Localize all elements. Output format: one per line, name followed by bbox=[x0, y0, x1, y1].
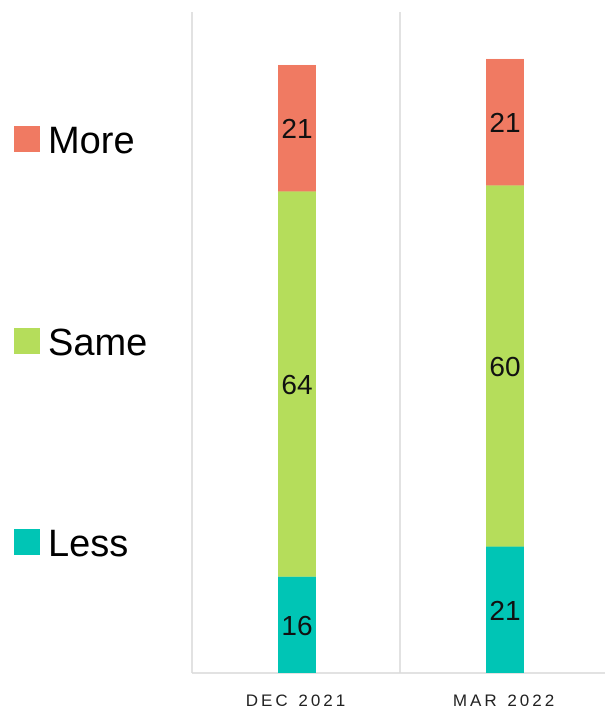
x-tick-label-mar-2022: MAR 2022 bbox=[453, 691, 557, 710]
bar-more-mar-2022 bbox=[486, 58, 524, 186]
data-label-same-dec-2021: 64 bbox=[281, 369, 312, 400]
data-label-more-dec-2021: 21 bbox=[281, 113, 312, 144]
data-label-less-mar-2022: 21 bbox=[489, 595, 520, 626]
legend-swatch-same bbox=[14, 328, 40, 354]
legend-label-less: Less bbox=[48, 523, 128, 565]
bar-more-dec-2021 bbox=[278, 64, 316, 192]
legend-label-more: More bbox=[48, 120, 135, 162]
bar-less-dec-2021 bbox=[278, 576, 316, 673]
legend-swatch-less bbox=[14, 529, 40, 555]
data-label-same-mar-2022: 60 bbox=[489, 351, 520, 382]
legend-item-less: Less bbox=[14, 523, 128, 565]
category-gridlines bbox=[191, 12, 401, 673]
legend-item-more: More bbox=[14, 120, 135, 162]
bar-same-mar-2022 bbox=[486, 185, 524, 547]
bar-less-mar-2022 bbox=[486, 546, 524, 673]
bar-same-dec-2021 bbox=[278, 191, 316, 577]
legend-swatch-more bbox=[14, 126, 40, 152]
chart-legend: More Same Less bbox=[14, 120, 147, 565]
legend-label-same: Same bbox=[48, 322, 147, 364]
data-labels-layer: 16 64 21 21 60 21 bbox=[281, 107, 520, 641]
bars-layer bbox=[278, 58, 524, 673]
x-tick-label-dec-2021: DEC 2021 bbox=[246, 691, 348, 710]
data-label-less-dec-2021: 16 bbox=[281, 610, 312, 641]
legend-item-same: Same bbox=[14, 322, 147, 364]
x-axis-tick-labels: DEC 2021 MAR 2022 bbox=[246, 691, 557, 710]
data-label-more-mar-2022: 21 bbox=[489, 107, 520, 138]
